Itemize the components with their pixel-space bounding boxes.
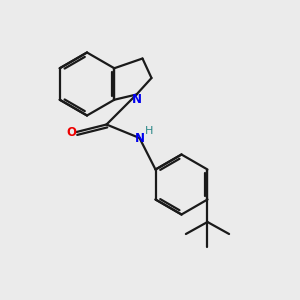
Text: O: O	[66, 125, 76, 139]
Text: N: N	[135, 131, 145, 145]
Text: N: N	[131, 93, 142, 106]
Text: H: H	[145, 126, 153, 136]
